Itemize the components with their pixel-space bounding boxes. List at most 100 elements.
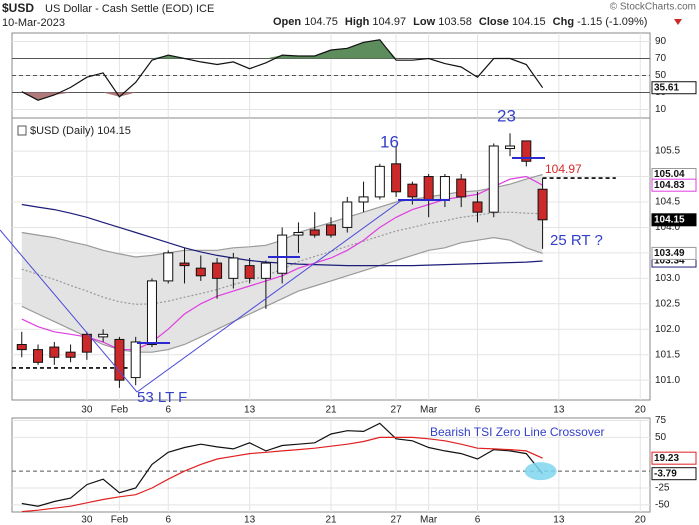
x-tick-label: 27	[391, 405, 403, 416]
candle-body	[326, 224, 336, 236]
x-tick-label: 20	[635, 515, 647, 525]
candle-body	[114, 338, 125, 381]
symbol: $USD	[2, 1, 34, 15]
candle-body	[293, 232, 304, 236]
value-label: 104.83	[654, 180, 685, 191]
x-tick-label: 30	[81, 405, 93, 416]
level-label: 104.97	[545, 162, 582, 176]
value: 104.97	[372, 16, 406, 28]
series-line	[21, 436, 543, 513]
x-tick-label: 30	[81, 515, 93, 525]
highlight	[524, 462, 557, 481]
panel-title: $USD (Daily) 104.15	[30, 125, 131, 137]
series-line	[21, 39, 544, 101]
candle-body	[537, 188, 548, 221]
x-tick-label: 13	[553, 405, 565, 416]
candle-body	[277, 234, 288, 274]
y-tick-label: 103.0	[655, 273, 680, 284]
annotations: 16 23 25 RT ? 53 LT F 104.97 Bearish TSI…	[0, 1, 696, 439]
label: High	[345, 16, 370, 28]
candle-body	[456, 178, 467, 198]
y-tick-label: 104.0	[655, 222, 680, 233]
x-tick-label: 20	[635, 405, 647, 416]
instrument-name: US Dollar - Cash Settle (EOD) ICE	[45, 3, 214, 15]
y-tick-label: 104.5	[655, 197, 680, 208]
label: Open	[273, 16, 301, 28]
candle-body	[374, 165, 385, 198]
x-tick-label: 21	[325, 515, 337, 525]
x-tick-label: Mar	[420, 515, 438, 525]
label: Close	[479, 16, 509, 28]
legend-icon	[17, 125, 27, 136]
y-tick-label: 102.5	[655, 298, 680, 309]
candle-body	[195, 267, 206, 277]
candle-body	[488, 145, 499, 213]
x-tick-label: 6	[165, 405, 171, 416]
x-tick-label: 13	[244, 405, 256, 416]
trend-line	[136, 199, 403, 393]
candle-body	[244, 265, 255, 279]
candle-body	[309, 229, 320, 236]
value-box	[651, 178, 697, 192]
candle-body	[98, 333, 109, 338]
band-lower	[21, 236, 543, 353]
candle-body	[342, 201, 353, 228]
candle-body	[33, 349, 44, 363]
ohlc-line: Open 104.75 High 104.97 Low 103.58 Close…	[273, 16, 647, 28]
value: 104.75	[304, 16, 338, 28]
value-label: 35.61	[654, 82, 679, 93]
label: Chg	[553, 16, 574, 28]
y-tick-label: 101.5	[655, 349, 680, 360]
candle-body	[423, 176, 434, 200]
y-tick-label: -25	[655, 483, 670, 494]
x-tick-label: Feb	[111, 515, 129, 525]
annotation: 23	[497, 106, 516, 125]
x-tick-label: 6	[165, 515, 171, 525]
candle-body	[472, 201, 483, 213]
y-tick-label: 101.0	[655, 375, 680, 386]
y-tick-label: 105.5	[655, 146, 680, 157]
candle-body	[49, 346, 60, 358]
candle-body	[358, 196, 369, 203]
value: -1.15	[577, 16, 602, 28]
value-label: 104.15	[654, 214, 685, 225]
candle-body	[16, 344, 27, 351]
annotation: 53 LT F	[137, 389, 187, 406]
y-tick-label: 75	[655, 415, 667, 426]
candle-body	[65, 351, 76, 358]
candle-body	[521, 140, 532, 162]
x-tick-label: 6	[475, 405, 481, 416]
copyright: © StockCharts.com	[610, 2, 696, 13]
y-tick-label: -50	[655, 499, 670, 510]
candle-body	[391, 163, 402, 193]
candle-body	[228, 257, 239, 279]
candle-body	[260, 262, 271, 279]
value: 103.58	[438, 16, 472, 28]
candle-body	[130, 341, 141, 379]
y-tick-label: 90	[655, 36, 667, 47]
trend-line	[0, 229, 138, 393]
candle-body	[146, 280, 157, 346]
candle-body	[163, 252, 174, 282]
y-tick-label: 102.0	[655, 324, 680, 335]
series-line	[21, 422, 544, 507]
value-label: 103.34	[654, 256, 685, 267]
value-box	[651, 213, 697, 227]
value-box	[651, 467, 697, 481]
x-tick-label: 21	[325, 405, 337, 416]
candle-body	[439, 176, 450, 200]
candle-body	[505, 145, 516, 150]
annotation: Bearish TSI Zero Line Crossover	[430, 425, 605, 439]
moving-average	[21, 211, 543, 305]
y-tick-label: 50	[655, 432, 667, 443]
candle-body	[212, 262, 223, 279]
x-tick-label: 6	[475, 515, 481, 525]
date: 10-Mar-2023	[2, 17, 65, 29]
value-label: 105.04	[654, 169, 685, 180]
x-tick-label: Mar	[420, 405, 438, 416]
plot-area: 10 30 50 70 90 35.61 30 Feb 6 13 21 27 Mar 6 13 20 101.0…	[11, 32, 697, 525]
value: 104.15	[512, 16, 546, 28]
y-tick-label: 70	[655, 53, 667, 64]
label: Low	[413, 16, 435, 28]
